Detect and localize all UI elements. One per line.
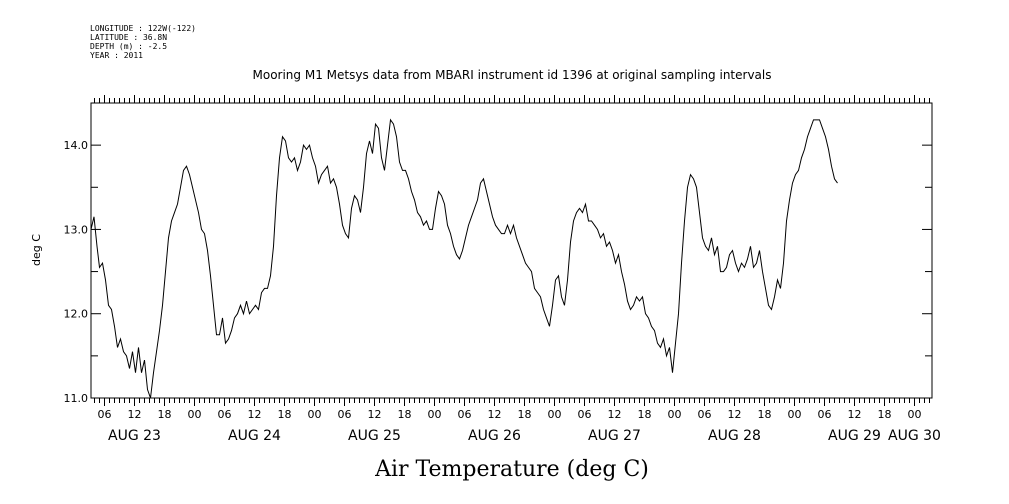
- x-date-label: AUG 27: [588, 428, 641, 444]
- x-date-label: AUG 28: [708, 428, 761, 444]
- x-tick-label: 00: [428, 408, 442, 421]
- x-date-label: AUG 26: [468, 428, 521, 444]
- x-tick-label: 00: [908, 408, 922, 421]
- meta-year: YEAR : 2011: [90, 51, 143, 60]
- x-tick-label: 12: [368, 408, 382, 421]
- y-tick-label: 13.0: [64, 223, 89, 236]
- x-tick-label: 06: [98, 408, 112, 421]
- x-tick-label: 00: [788, 408, 802, 421]
- x-axis-ticks: 06 12 18 00 06 12 18 00 06 12 18 00 06 12 18 00 06 12 18 00…: [94, 95, 941, 444]
- x-tick-label: 18: [878, 408, 892, 421]
- x-date-label: AUG 25: [348, 428, 401, 444]
- x-tick-label: 18: [638, 408, 652, 421]
- x-tick-label: 12: [488, 408, 502, 421]
- x-tick-label: 12: [248, 408, 262, 421]
- x-tick-label: 06: [578, 408, 592, 421]
- x-axis-label: Air Temperature (deg C): [374, 457, 649, 482]
- x-tick-label: 06: [698, 408, 712, 421]
- x-date-label: AUG 30: [888, 428, 941, 444]
- meta-depth: DEPTH (m) : -2.5: [90, 42, 167, 51]
- y-axis-ticks: 11.0 12.0 13.0 14.0: [64, 102, 932, 405]
- x-tick-label: 00: [308, 408, 322, 421]
- x-tick-label: 06: [458, 408, 472, 421]
- x-tick-label: 00: [548, 408, 562, 421]
- x-date-label: AUG 23: [108, 428, 161, 444]
- series-line: [90, 118, 838, 399]
- x-tick-label: 18: [398, 408, 412, 421]
- x-tick-label: 12: [608, 408, 622, 421]
- x-tick-label: 06: [818, 408, 832, 421]
- y-tick-label: 12.0: [64, 308, 89, 321]
- meta-latitude: LATITUDE : 36.8N: [90, 33, 167, 42]
- x-tick-label: 18: [278, 408, 292, 421]
- x-date-label: AUG 29: [828, 428, 881, 444]
- x-tick-label: 06: [338, 408, 352, 421]
- x-date-label: AUG 24: [228, 428, 281, 444]
- meta-longitude: LONGITUDE : 122W(-122): [90, 24, 196, 33]
- chart-title: Mooring M1 Metsys data from MBARI instru…: [253, 68, 772, 82]
- x-tick-label: 12: [848, 408, 862, 421]
- x-tick-label: 00: [668, 408, 682, 421]
- series-layer: [90, 118, 838, 399]
- y-tick-label: 14.0: [64, 139, 89, 152]
- y-tick-label: 11.0: [64, 392, 89, 405]
- x-tick-label: 12: [128, 408, 142, 421]
- x-tick-label: 06: [218, 408, 232, 421]
- x-tick-label: 12: [728, 408, 742, 421]
- y-axis-label: deg C: [30, 234, 43, 266]
- x-tick-label: 00: [188, 408, 202, 421]
- x-tick-label: 18: [518, 408, 532, 421]
- plot-frame: [90, 102, 933, 399]
- x-tick-label: 18: [158, 408, 172, 421]
- x-tick-label: 18: [758, 408, 772, 421]
